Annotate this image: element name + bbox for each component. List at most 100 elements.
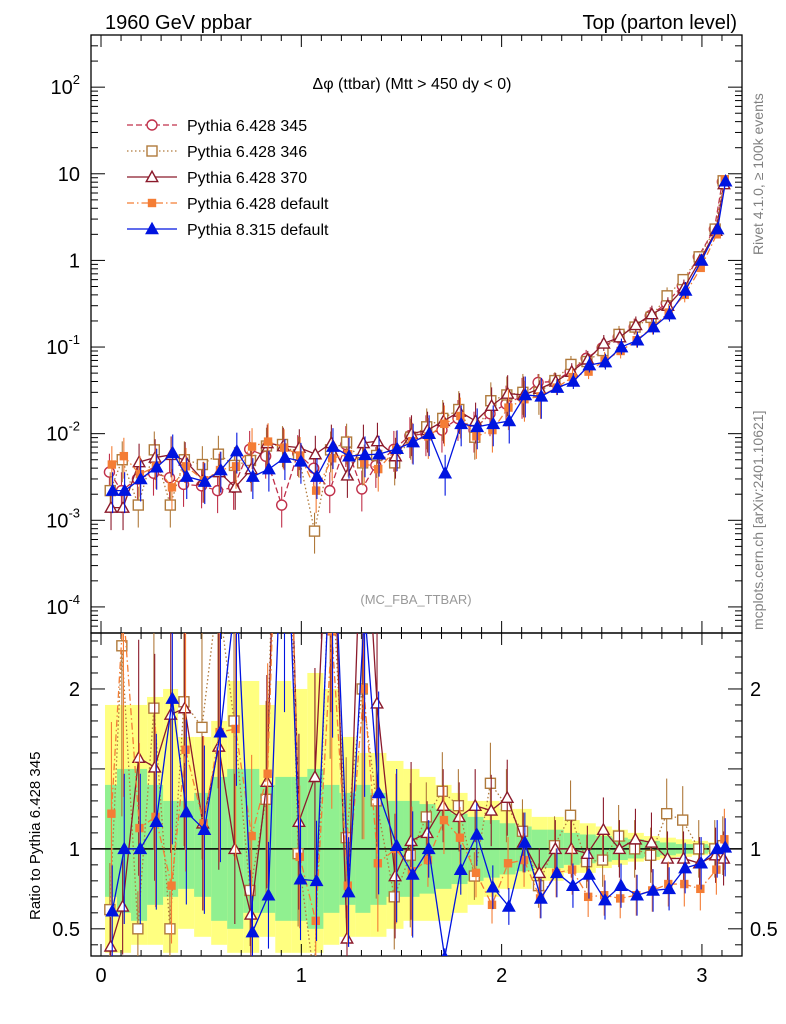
data-point — [389, 838, 404, 851]
rivet-version-label: Rivet 4.1.0, ≥ 100k events — [750, 93, 766, 255]
data-point — [372, 446, 386, 460]
data-point — [500, 386, 515, 399]
data-point — [196, 721, 208, 734]
y-tick-label: 2 — [69, 679, 80, 701]
data-point — [104, 500, 118, 513]
data-point — [167, 881, 176, 890]
data-point — [566, 374, 581, 387]
data-point — [280, 270, 287, 277]
data-point — [231, 582, 243, 592]
data-point — [503, 859, 513, 868]
data-point — [612, 329, 627, 343]
data-point — [662, 881, 677, 895]
data-point — [228, 715, 240, 727]
data-point — [471, 868, 481, 878]
x-tick-label: 1 — [296, 965, 307, 987]
data-point — [311, 486, 321, 495]
data-point — [340, 468, 355, 481]
data-point — [532, 865, 547, 879]
series-line — [110, 633, 726, 921]
data-point — [583, 892, 593, 902]
data-point — [228, 480, 243, 493]
ratio-y-axis-label: Ratio to Pythia 6.428 345 — [27, 752, 44, 920]
data-point — [167, 483, 177, 492]
data-point — [390, 441, 405, 455]
data-point — [105, 904, 120, 917]
data-point — [212, 448, 225, 460]
data-point — [247, 442, 257, 451]
data-point — [261, 888, 276, 901]
x-tick-label: 3 — [696, 965, 707, 987]
data-point — [164, 923, 176, 935]
data-point — [231, 724, 240, 734]
data-point — [326, 439, 340, 452]
main-panel: Δφ (ttbar) (Mtt > 450 dy < 0) (MC_FBA_TT… — [46, 34, 743, 634]
data-point — [340, 931, 354, 944]
data-point — [710, 221, 725, 235]
data-point — [213, 724, 228, 738]
data-point — [148, 702, 160, 714]
data-point — [277, 450, 292, 463]
data-point — [676, 851, 691, 864]
data-point — [406, 434, 421, 448]
y-tick-label: 10-4 — [46, 592, 80, 619]
data-point — [115, 899, 130, 912]
y-tick-label: 10-2 — [46, 419, 80, 446]
data-point — [309, 873, 324, 887]
data-point — [693, 843, 705, 855]
legend-marker — [145, 221, 159, 235]
series-4 — [105, 174, 733, 514]
data-point — [712, 865, 721, 874]
data-point — [549, 865, 564, 879]
data-point — [628, 317, 643, 331]
data-point — [678, 283, 693, 296]
data-point — [196, 458, 209, 471]
analysis-id-label: (MC_FBA_TTBAR) — [360, 592, 471, 607]
data-point — [612, 841, 627, 855]
data-point — [132, 454, 147, 468]
data-point — [388, 891, 400, 903]
legend-label: Pythia 6.428 370 — [187, 170, 307, 187]
data-point — [662, 306, 677, 320]
legend-entry: Pythia 6.428 370 — [127, 169, 307, 187]
data-point — [596, 822, 611, 835]
data-point — [227, 841, 242, 855]
data-point — [308, 525, 321, 537]
mcplots-credit-label: mcplots.cern.ch [arXiv:2401.10621] — [750, 411, 766, 630]
data-point — [436, 798, 451, 811]
data-point — [680, 879, 689, 889]
data-point — [370, 433, 385, 447]
legend-entry: Pythia 8.315 default — [127, 221, 329, 239]
data-point — [501, 899, 516, 912]
data-point — [117, 483, 132, 496]
data-point — [694, 253, 709, 266]
data-point — [533, 891, 548, 904]
y-tick-label-right: 1 — [750, 839, 761, 861]
data-point — [470, 419, 485, 433]
y-tick-label-right: 2 — [750, 679, 761, 701]
data-point — [177, 700, 192, 714]
data-point — [452, 799, 465, 812]
data-point — [311, 916, 320, 926]
data-point — [197, 474, 212, 487]
data-point — [598, 892, 612, 906]
x-tick-label: 2 — [496, 965, 507, 987]
data-point — [469, 827, 484, 840]
data-point — [612, 830, 625, 842]
data-point — [197, 822, 212, 835]
y-tick-label: 10-3 — [46, 505, 80, 532]
data-point — [107, 809, 116, 818]
data-point — [452, 809, 467, 823]
data-point — [371, 785, 386, 799]
data-point — [149, 460, 164, 473]
data-point — [213, 462, 228, 476]
data-point — [404, 833, 419, 847]
data-point — [534, 389, 549, 402]
y-tick-label: 10 — [58, 164, 80, 186]
data-point — [453, 862, 468, 875]
data-point — [293, 454, 308, 467]
data-point — [327, 454, 337, 463]
series-line — [108, 181, 724, 508]
data-point — [630, 332, 645, 346]
legend-marker — [147, 198, 157, 208]
